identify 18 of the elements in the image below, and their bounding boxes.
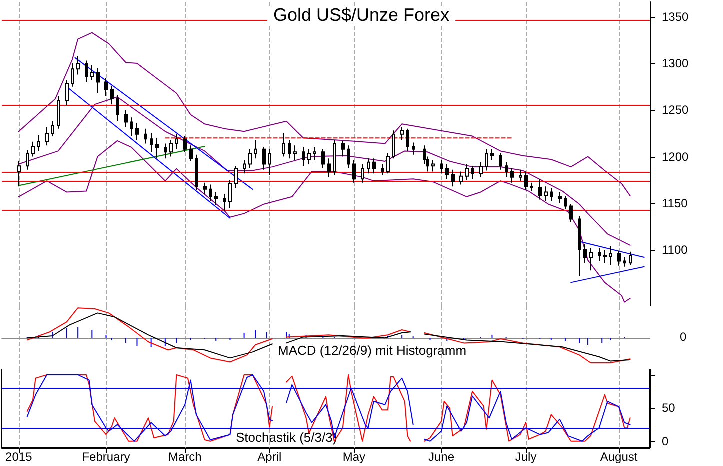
x-tick-label: July — [515, 450, 537, 464]
y-tick-label: 1100 — [662, 243, 688, 258]
y-tick-label: 1300 — [662, 56, 690, 71]
y-tick-label: 1150 — [662, 196, 688, 210]
x-tick-label: April — [258, 450, 282, 464]
chart-title: Gold US$/Unze Forex — [273, 5, 450, 25]
text: MACD (12/26/9) mit Histogramm — [278, 343, 467, 358]
x-tick-label: May — [342, 450, 366, 464]
y-tick-label: 0 — [662, 434, 669, 448]
y-tick-label: 1250 — [662, 103, 690, 118]
x-tick-label: June — [428, 450, 455, 464]
y-tick-label: 1200 — [662, 150, 690, 164]
x-tick-label: August — [600, 450, 638, 464]
x-tick-label: 2015 — [6, 450, 33, 464]
x-tick-label: February — [82, 450, 130, 464]
x-tick-label: March — [168, 450, 202, 464]
y-tick-label: 50 — [662, 401, 676, 416]
y-tick-label: 1350 — [662, 10, 690, 24]
